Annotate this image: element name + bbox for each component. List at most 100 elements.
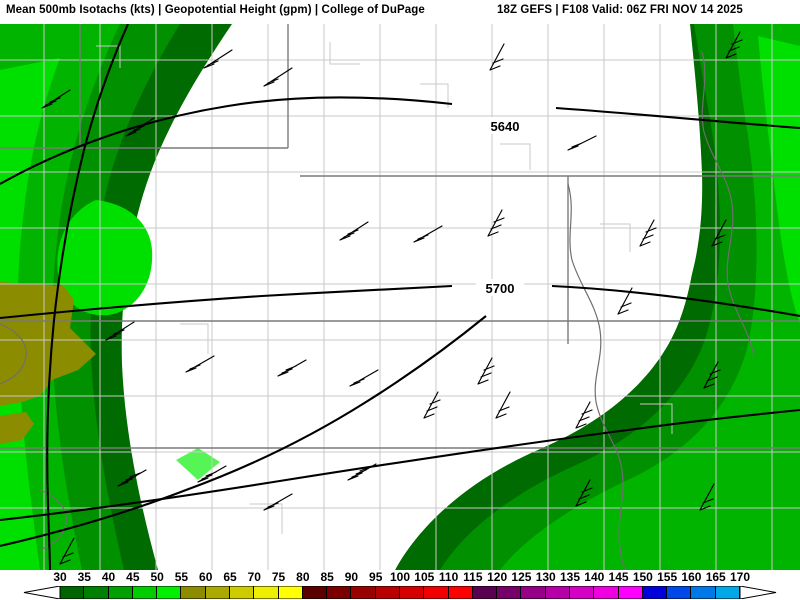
- isotach-band-35: [0, 58, 60, 570]
- colorbar-swatch-125-130[interactable]: [521, 586, 546, 599]
- colorbar-tick-90: 90: [344, 570, 359, 584]
- contour-label-group: 5640 5700: [476, 117, 529, 296]
- colorbar-tick-150: 150: [632, 570, 653, 584]
- wind-barb: [59, 537, 75, 565]
- state-boundaries: [0, 24, 800, 449]
- wind-barb: [41, 89, 71, 109]
- wind-barb: [495, 391, 511, 419]
- wind-barb: [711, 219, 727, 247]
- wind-barb: [725, 31, 743, 59]
- colorbar-swatch-50-55[interactable]: [157, 586, 182, 599]
- colorbar-swatch-165-170[interactable]: [715, 586, 740, 599]
- colorbar-swatch-110-115[interactable]: [448, 586, 473, 599]
- contour-lower: [0, 408, 800, 522]
- isotach-patch-diamond: [176, 448, 220, 480]
- colorbar-tick-85: 85: [320, 570, 334, 584]
- map-header: Mean 500mb Isotachs (kts) | Geopotential…: [0, 0, 800, 24]
- colorbar-tick-75: 75: [271, 570, 286, 584]
- colorbar-tick-140: 140: [584, 570, 605, 584]
- colorbar-swatch-70-75[interactable]: [254, 586, 279, 599]
- colorbar-swatch-40-45[interactable]: [108, 586, 133, 599]
- contour-5640: [0, 96, 800, 185]
- isotach-colorbar[interactable]: 30 35 40 45 50 55 60 65 70 75 80 85 90 95 100 105 110 115…: [0, 570, 800, 600]
- colorbar-swatch-135-140[interactable]: [570, 586, 595, 599]
- colorbar-swatch-145-150[interactable]: [618, 586, 643, 599]
- colorbar-swatch-80-85[interactable]: [302, 586, 328, 599]
- map-canvas[interactable]: 5640 5700: [0, 24, 800, 570]
- colorbar-tick-40: 40: [101, 570, 116, 584]
- colorbar-swatch-150-155[interactable]: [642, 586, 668, 599]
- colorbar-swatch-75-80[interactable]: [278, 586, 303, 599]
- colorbar-swatch-60-65[interactable]: [205, 586, 230, 599]
- colorbar-tick-100: 100: [389, 570, 411, 584]
- wind-barb: [639, 219, 657, 247]
- wind-barb: [487, 209, 505, 237]
- colorbar-swatch-155-160[interactable]: [667, 586, 692, 599]
- isotach-band-35-right: [758, 36, 800, 324]
- wind-barb: [185, 355, 215, 373]
- colorbar-swatch-45-50[interactable]: [132, 586, 158, 599]
- colorbar-tick-125: 125: [511, 570, 532, 584]
- isotach-band-40-right: [500, 24, 800, 570]
- isotach-band-olive-left: [0, 282, 96, 406]
- page-title: Mean 500mb Isotachs (kts) | Geopotential…: [6, 4, 425, 16]
- wind-barb: [423, 391, 441, 419]
- colorbar-swatch-35-40[interactable]: [84, 586, 109, 599]
- colorbar-tick-160: 160: [681, 570, 702, 584]
- colorbar-tick-60: 60: [199, 570, 213, 584]
- colorbar-swatches[interactable]: [0, 586, 800, 599]
- wind-barb: [203, 49, 233, 69]
- contour-left-diag: [46, 24, 129, 570]
- colorbar-swatch-120-125[interactable]: [497, 586, 522, 599]
- colorbar-tick-35: 35: [77, 570, 91, 584]
- colorbar-tick-115: 115: [463, 570, 483, 584]
- colorbar-swatch-65-70[interactable]: [230, 586, 255, 599]
- wind-barb: [477, 357, 495, 385]
- colorbar-tick-labels: 30 35 40 45 50 55 60 65 70 75 80 85 90 95 100 105 110 115…: [0, 570, 800, 585]
- colorbar-swatch-30-35[interactable]: [60, 586, 85, 599]
- colorbar-tick-80: 80: [296, 570, 310, 584]
- isotach-core-white-lobe: [226, 24, 703, 416]
- wind-barb: [575, 401, 593, 429]
- colorbar-swatch-100-105[interactable]: [400, 586, 425, 599]
- county-boundaries: [0, 24, 800, 570]
- wind-barb: [703, 361, 721, 389]
- wind-barb: [617, 287, 633, 315]
- colorbar-tick-30: 30: [53, 570, 67, 584]
- colorbar-tick-155: 155: [657, 570, 678, 584]
- model-run-label: 18Z GEFS | F108 Valid: 06Z FRI NOV 14 20…: [497, 4, 743, 16]
- wind-barb: [347, 463, 377, 481]
- wind-barb: [699, 483, 715, 511]
- contour-label-bg: [476, 279, 524, 296]
- wind-barbs: [41, 31, 743, 565]
- wind-barb: [339, 221, 369, 241]
- colorbar-swatch-90-95[interactable]: [351, 586, 376, 599]
- colorbar-tick-70: 70: [247, 570, 261, 584]
- colorbar-swatch-95-100[interactable]: [375, 586, 400, 599]
- contour-lower-diag: [0, 315, 487, 548]
- wind-barb: [489, 43, 505, 71]
- colorbar-tick-45: 45: [126, 570, 140, 584]
- wind-barb: [277, 359, 307, 377]
- colorbar-swatch-105-110[interactable]: [424, 586, 449, 599]
- colorbar-tick-65: 65: [223, 570, 237, 584]
- wind-barb: [413, 225, 443, 243]
- colorbar-tick-50: 50: [150, 570, 164, 584]
- contour-5700: [0, 284, 800, 320]
- wind-barb: [263, 67, 293, 87]
- contour-label-bg: [481, 117, 529, 134]
- colorbar-swatch-130-135[interactable]: [545, 586, 570, 599]
- colorbar-swatch-140-145[interactable]: [594, 586, 619, 599]
- colorbar-swatch-85-90[interactable]: [327, 586, 352, 599]
- colorbar-tick-55: 55: [174, 570, 189, 584]
- contour-label-5640: 5640: [491, 119, 520, 134]
- wind-barb: [197, 465, 227, 483]
- contour-label-5700: 5700: [486, 281, 515, 296]
- wind-barb: [263, 493, 293, 511]
- wind-barb: [349, 369, 379, 387]
- colorbar-swatch-55-60[interactable]: [181, 586, 206, 599]
- isotach-band-olive-left2: [0, 412, 34, 444]
- colorbar-swatch-115-120[interactable]: [472, 586, 498, 599]
- colorbar-swatch-160-165[interactable]: [691, 586, 716, 599]
